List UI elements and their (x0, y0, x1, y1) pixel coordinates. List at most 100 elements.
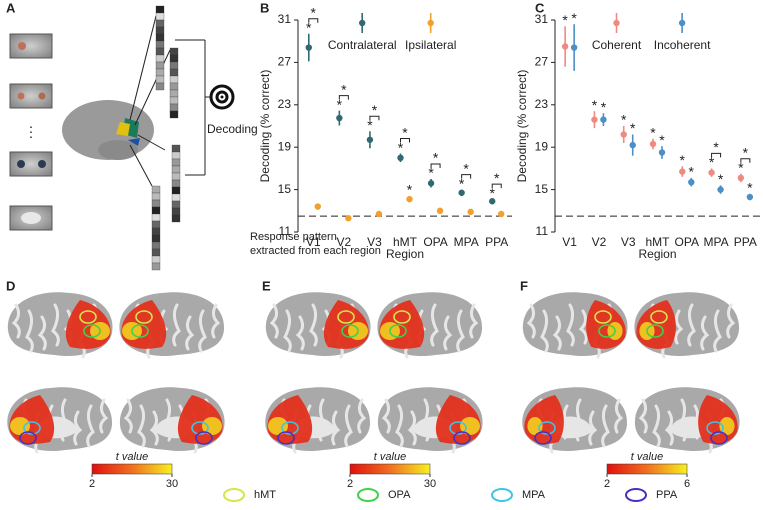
sulcus (123, 398, 133, 434)
y-tick-label: 15 (535, 182, 549, 196)
pattern-cell (155, 68, 165, 77)
pattern-cell (169, 68, 179, 77)
significance-marker: * (489, 185, 495, 201)
pattern-cell (169, 75, 179, 84)
pattern-cell (169, 110, 179, 119)
point (458, 189, 465, 196)
roi-outline (706, 421, 724, 435)
y-tick-label: 27 (535, 55, 549, 69)
comparison-bracket (338, 95, 349, 100)
colorbar (606, 463, 688, 475)
point (629, 141, 636, 149)
pattern-cell (169, 61, 179, 70)
panel-label: A (6, 0, 16, 15)
sulcus (578, 309, 588, 345)
pattern-cell (155, 82, 165, 91)
pattern-cell (155, 12, 165, 21)
significance-marker: * (747, 180, 753, 196)
roi-outline (341, 324, 359, 338)
legend-marker (678, 19, 686, 27)
colorbar-tick-label: 2 (89, 478, 95, 490)
point (397, 154, 404, 161)
significance-marker: * (601, 99, 607, 115)
brain-surface (522, 387, 628, 454)
sulcus (37, 315, 47, 351)
stimulus-blob (17, 160, 25, 168)
point (436, 207, 444, 214)
pattern-cell (155, 5, 165, 14)
legend-label: Contralateral (328, 38, 397, 52)
comparison-bracket (400, 138, 410, 143)
roi-outline (393, 310, 411, 324)
pattern-cell (151, 227, 161, 236)
y-axis-label: Decoding (% correct) (258, 70, 272, 183)
colorbar (91, 463, 173, 475)
roi-legend-label: hMT (254, 489, 276, 501)
roi (116, 122, 130, 136)
roi-legend-label: MPA (522, 489, 546, 501)
point (489, 198, 496, 205)
pattern-cell (169, 103, 179, 112)
pattern-cell (155, 47, 165, 56)
y-tick-label: 27 (278, 55, 292, 69)
sulcus (73, 410, 83, 446)
y-tick-label: 31 (535, 12, 549, 26)
legend-marker (359, 19, 366, 27)
sulcus (395, 404, 404, 448)
decoder-icon (220, 95, 224, 99)
roi-outline (135, 310, 153, 324)
comparison-bracket (308, 18, 319, 23)
roi-outline (195, 431, 213, 445)
roi-legend-swatch (491, 488, 513, 502)
pattern-cell (171, 144, 181, 153)
sulcus (357, 398, 367, 434)
brain-surface (119, 387, 225, 454)
sulcus (309, 303, 318, 347)
legend-label: Coherent (592, 38, 642, 52)
comparison-label: * (402, 124, 408, 140)
point (427, 180, 435, 187)
y-tick-label: 11 (279, 224, 292, 238)
pattern-cell (155, 61, 165, 70)
y-tick-label: 19 (278, 139, 292, 153)
roi-outline (538, 421, 556, 435)
pattern-cell (171, 214, 181, 223)
sulcus (295, 315, 305, 351)
comparison-label: * (433, 150, 439, 166)
roi-legend-swatch (357, 488, 379, 502)
point (600, 116, 607, 123)
brain-surface (377, 387, 483, 454)
roi-outline (389, 324, 407, 338)
significance-marker: * (428, 165, 434, 181)
sulcus (687, 303, 696, 347)
pattern-cell (171, 186, 181, 195)
sulcus (638, 398, 648, 434)
sulcus (540, 309, 549, 353)
comparison-label: * (341, 81, 347, 97)
pattern-cell (151, 213, 161, 222)
sulcus (137, 404, 146, 448)
colorbar-tick-label: 30 (424, 478, 436, 490)
pattern-cell (151, 206, 161, 215)
sulcus (283, 309, 292, 353)
brain-surface (7, 387, 113, 454)
y-tick-label: 23 (535, 97, 549, 111)
point (561, 43, 569, 50)
y-tick-label: 23 (278, 97, 292, 111)
significance-marker: * (459, 175, 465, 191)
significance-marker: * (571, 10, 577, 26)
x-tick-label: OPA (675, 235, 699, 249)
x-tick-label: V2 (337, 235, 352, 249)
sulcus (25, 309, 34, 353)
pattern-label: Response pattern (250, 231, 337, 243)
roi-legend-swatch (223, 488, 245, 502)
sulcus (211, 303, 221, 339)
significance-marker: * (718, 171, 724, 187)
sulcus (198, 309, 207, 353)
point (688, 178, 695, 186)
significance-marker: * (621, 112, 627, 128)
x-tick-label: V1 (306, 235, 321, 249)
colorbar (349, 463, 431, 475)
stimulus-image (9, 83, 53, 109)
point (717, 186, 724, 193)
